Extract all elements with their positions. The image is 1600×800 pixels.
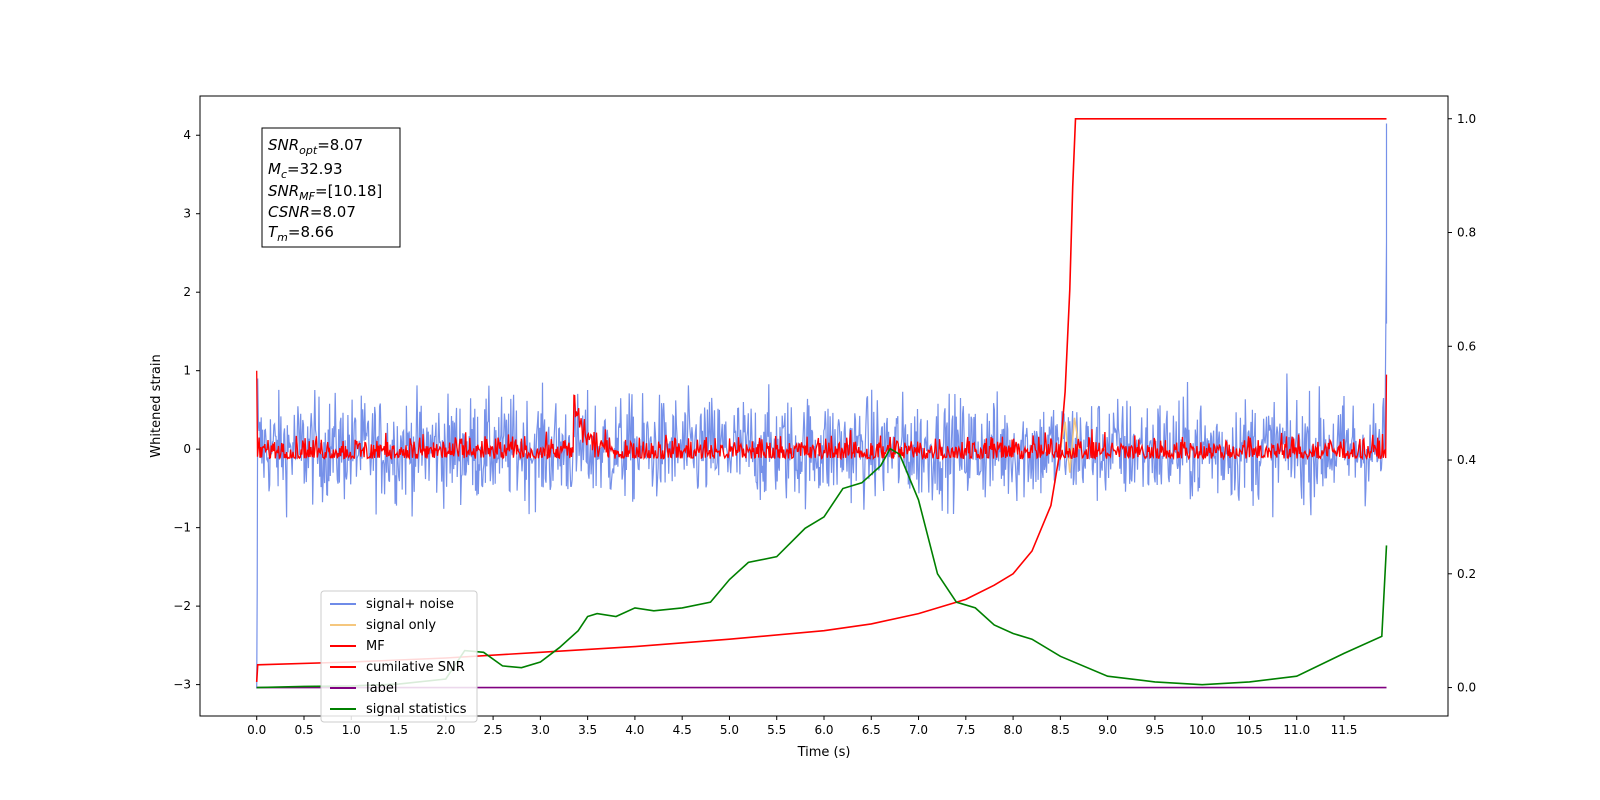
x-tick-label: 2.5 — [484, 723, 503, 737]
x-tick-label: 4.0 — [625, 723, 644, 737]
legend-entry-signal-noise: signal+ noise — [330, 597, 454, 612]
y-right-tick-label: 0.8 — [1457, 226, 1476, 240]
y-left-tick-label: −2 — [173, 599, 191, 613]
x-tick-label: 5.0 — [720, 723, 739, 737]
svg-text:cumilative SNR: cumilative SNR — [366, 660, 465, 675]
x-tick-label: 0.0 — [247, 723, 266, 737]
legend-entry-cumulative-snr: cumilative SNR — [330, 660, 465, 675]
x-tick-label: 6.5 — [862, 723, 881, 737]
svg-text:label: label — [366, 681, 397, 696]
y-left-tick-label: 4 — [183, 128, 191, 142]
x-tick-label: 3.5 — [578, 723, 597, 737]
x-tick-label: 11.5 — [1331, 723, 1358, 737]
y-left-tick-label: −1 — [173, 521, 191, 535]
y-left-tick-label: 1 — [183, 364, 191, 378]
x-tick-label: 5.5 — [767, 723, 786, 737]
svg-text:MF: MF — [366, 639, 385, 654]
stats-annotation-box: SNRopt=8.07 Mc=32.93 SNRMF=[10.18] CSNR=… — [261, 127, 401, 248]
y-right-axis-ticks: 0.0 0.2 0.4 0.6 0.8 1.0 — [1448, 112, 1476, 695]
legend-entry-signal-statistics: signal statistics — [330, 702, 467, 717]
x-tick-label: 7.0 — [909, 723, 928, 737]
x-tick-label: 10.0 — [1189, 723, 1216, 737]
y-left-axis-label: Whitened strain — [149, 354, 164, 457]
svg-text:signal only: signal only — [366, 618, 436, 633]
legend-entry-signal-only: signal only — [330, 618, 436, 633]
x-tick-label: 9.5 — [1145, 723, 1164, 737]
legend: signal+ noise signal only MF cumilative … — [320, 590, 478, 723]
svg-text:signal statistics: signal statistics — [366, 702, 467, 717]
y-left-tick-label: −3 — [173, 678, 191, 692]
x-tick-label: 4.5 — [673, 723, 692, 737]
y-right-tick-label: 0.4 — [1457, 453, 1476, 467]
x-tick-label: 10.5 — [1236, 723, 1263, 737]
x-tick-label: 1.5 — [389, 723, 408, 737]
x-tick-label: 7.5 — [956, 723, 975, 737]
x-tick-label: 9.0 — [1098, 723, 1117, 737]
x-axis-label: Time (s) — [797, 745, 851, 760]
series-mf — [256, 370, 1388, 461]
x-tick-label: 8.5 — [1051, 723, 1070, 737]
y-right-tick-label: 1.0 — [1457, 112, 1476, 126]
legend-entry-mf: MF — [330, 639, 385, 654]
x-tick-label: 3.0 — [531, 723, 550, 737]
series-signal-statistics — [256, 447, 1388, 689]
y-right-tick-label: 0.0 — [1457, 681, 1476, 695]
y-right-tick-label: 0.6 — [1457, 339, 1476, 353]
legend-entry-label: label — [330, 681, 397, 696]
x-tick-label: 11.0 — [1283, 723, 1310, 737]
x-axis-ticks: 0.0 0.5 1.0 1.5 2.0 2.5 3.0 3.5 4.0 4.5 5.0 5.5 6.0 6… — [247, 716, 1357, 737]
series-signal-only — [1059, 417, 1081, 473]
x-tick-label: 6.0 — [814, 723, 833, 737]
annotation-snr-mf: SNRMF=[10.18] — [268, 182, 382, 203]
y-right-tick-label: 0.2 — [1457, 567, 1476, 581]
x-tick-label: 8.0 — [1004, 723, 1023, 737]
x-tick-label: 0.5 — [294, 723, 313, 737]
series-cumulative-snr — [255, 118, 1387, 682]
y-left-tick-label: 2 — [183, 285, 191, 299]
annotation-snr-opt: SNRopt=8.07 — [268, 136, 363, 157]
y-left-axis-ticks: −3 −2 −1 0 1 2 3 4 — [173, 128, 200, 692]
annotation-csnr: CSNR=8.07 — [268, 203, 356, 221]
annotation-mc: Mc=32.93 — [268, 160, 343, 181]
x-tick-label: 2.0 — [436, 723, 455, 737]
x-tick-label: 1.0 — [342, 723, 361, 737]
y-left-tick-label: 3 — [183, 207, 191, 221]
svg-text:signal+ noise: signal+ noise — [366, 597, 454, 612]
y-left-tick-label: 0 — [183, 442, 191, 456]
annotation-tm: Tm=8.66 — [268, 223, 334, 244]
series-signal-noise — [256, 123, 1388, 689]
